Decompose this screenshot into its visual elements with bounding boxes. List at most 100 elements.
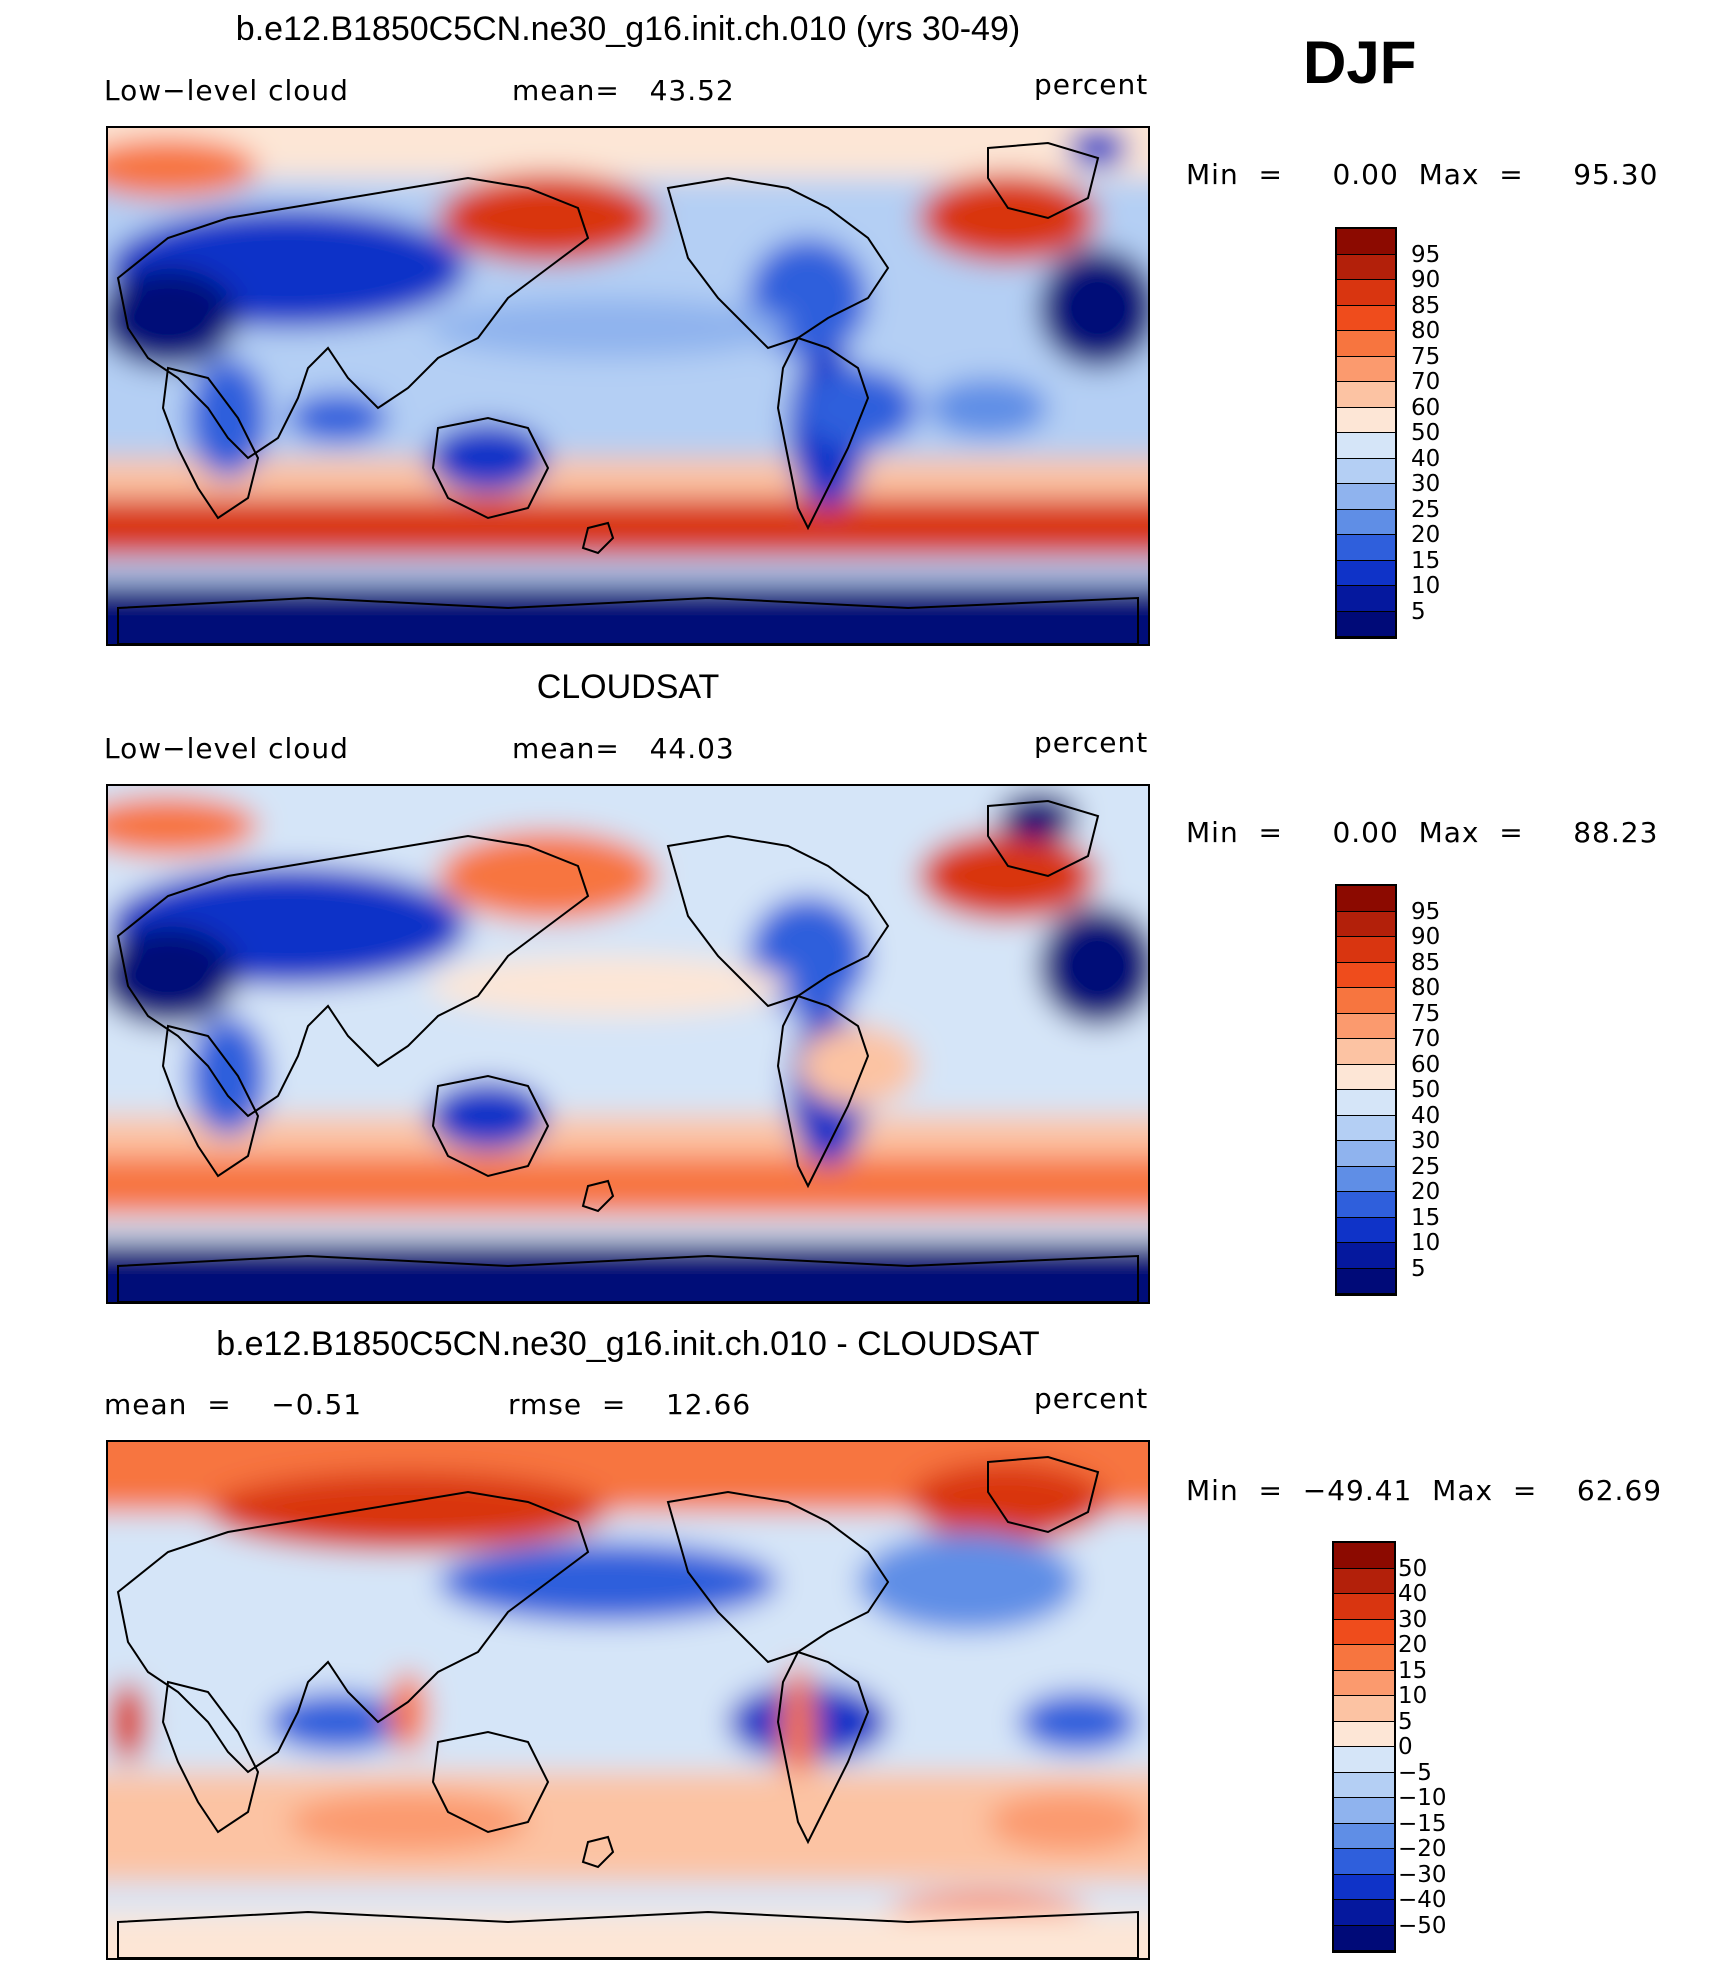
colorbar-tick-label: 80 bbox=[1411, 318, 1441, 344]
panel-1-minmax: Min = 0.00 Max = 95.30 bbox=[1186, 158, 1659, 191]
panel-2-map bbox=[106, 784, 1150, 1304]
colorbar-swatch bbox=[1334, 1721, 1394, 1747]
colorbar-swatch bbox=[1337, 1064, 1395, 1090]
panel-1-map bbox=[106, 126, 1150, 646]
colorbar-swatch bbox=[1337, 988, 1395, 1014]
colorbar-swatch bbox=[1337, 280, 1395, 306]
panel-2-title: CLOUDSAT bbox=[536, 668, 720, 706]
colorbar-tick-label: 30 bbox=[1411, 1128, 1441, 1154]
colorbar-swatch bbox=[1334, 1900, 1394, 1926]
colorbar-swatch bbox=[1337, 1115, 1395, 1141]
panel-3-title: b.e12.B1850C5CN.ne30_g16.init.ch.010 - C… bbox=[216, 1325, 1040, 1363]
colorbar-swatch bbox=[1337, 1243, 1395, 1269]
colorbar-swatch bbox=[1334, 1594, 1394, 1620]
colorbar-tick-label: 50 bbox=[1411, 1077, 1441, 1103]
colorbar-swatch bbox=[1337, 229, 1395, 255]
colorbar-tick-label: 50 bbox=[1398, 1555, 1428, 1582]
panel-1-variable-label: Low−level cloud bbox=[104, 74, 349, 107]
colorbar-tick-label: 80 bbox=[1411, 975, 1441, 1001]
colorbar-swatch bbox=[1337, 1268, 1395, 1294]
colorbar-swatch bbox=[1337, 886, 1395, 912]
colorbar-swatch bbox=[1337, 509, 1395, 535]
colorbar-swatch bbox=[1334, 1849, 1394, 1875]
season-label: DJF bbox=[1303, 29, 1417, 96]
colorbar-swatch bbox=[1334, 1747, 1394, 1773]
colorbar-swatch bbox=[1334, 1823, 1394, 1849]
colorbar-tick-label: −5 bbox=[1398, 1759, 1432, 1786]
panel-2-minmax: Min = 0.00 Max = 88.23 bbox=[1186, 816, 1659, 849]
colorbar-tick-label: −40 bbox=[1398, 1887, 1447, 1913]
colorbar-tick-label: 20 bbox=[1411, 522, 1441, 548]
colorbar-swatch bbox=[1334, 1568, 1394, 1594]
colorbar-tick-label: −20 bbox=[1398, 1836, 1447, 1862]
colorbar-tick-label: 90 bbox=[1411, 267, 1441, 293]
colorbar-tick-label: 15 bbox=[1411, 1204, 1441, 1231]
colorbar-swatch bbox=[1337, 433, 1395, 459]
colorbar-swatch bbox=[1337, 254, 1395, 280]
colorbar-swatch bbox=[1334, 1543, 1394, 1569]
colorbar-swatch bbox=[1337, 937, 1395, 963]
panel-3-map bbox=[106, 1440, 1150, 1960]
panel-2-variable-label: Low−level cloud bbox=[104, 732, 349, 765]
panel-2-colorbar bbox=[1335, 884, 1397, 1296]
colorbar-swatch bbox=[1337, 611, 1395, 637]
colorbar-tick-label: 15 bbox=[1398, 1657, 1428, 1684]
colorbar-swatch bbox=[1334, 1772, 1394, 1798]
panel-3-minmax: Min = −49.41 Max = 62.69 bbox=[1186, 1474, 1663, 1507]
colorbar-swatch bbox=[1337, 1141, 1395, 1167]
colorbar-tick-label: 5 bbox=[1411, 1255, 1426, 1282]
colorbar-swatch bbox=[1337, 911, 1395, 937]
colorbar-swatch bbox=[1337, 1039, 1395, 1065]
colorbar-tick-label: −10 bbox=[1398, 1785, 1447, 1811]
colorbar-swatch bbox=[1337, 356, 1395, 382]
panel-3-mean-label: mean = −0.51 bbox=[104, 1388, 363, 1421]
colorbar-tick-label: 5 bbox=[1411, 598, 1426, 625]
colorbar-swatch bbox=[1334, 1645, 1394, 1671]
colorbar-tick-label: 70 bbox=[1411, 1026, 1441, 1052]
colorbar-tick-label: 75 bbox=[1411, 1000, 1441, 1027]
panel-3-colorbar bbox=[1332, 1541, 1396, 1953]
colorbar-tick-label: −30 bbox=[1398, 1861, 1447, 1888]
colorbar-tick-label: 20 bbox=[1411, 1179, 1441, 1205]
colorbar-tick-label: 40 bbox=[1411, 445, 1441, 472]
colorbar-swatch bbox=[1337, 1166, 1395, 1192]
colorbar-tick-label: 75 bbox=[1411, 343, 1441, 370]
colorbar-swatch bbox=[1337, 1217, 1395, 1243]
panel-1-colorbar bbox=[1335, 227, 1397, 639]
colorbar-tick-label: 60 bbox=[1411, 1051, 1441, 1078]
colorbar-swatch bbox=[1337, 407, 1395, 433]
colorbar-swatch bbox=[1337, 535, 1395, 561]
colorbar-tick-label: 90 bbox=[1411, 924, 1441, 950]
colorbar-swatch bbox=[1337, 458, 1395, 484]
colorbar-swatch bbox=[1334, 1874, 1394, 1900]
colorbar-tick-label: −50 bbox=[1398, 1912, 1447, 1939]
colorbar-tick-label: 25 bbox=[1411, 1153, 1441, 1180]
colorbar-swatch bbox=[1337, 1192, 1395, 1218]
colorbar-swatch bbox=[1334, 1619, 1394, 1645]
colorbar-swatch bbox=[1337, 305, 1395, 331]
colorbar-tick-label: 10 bbox=[1398, 1683, 1428, 1709]
colorbar-tick-label: 70 bbox=[1411, 369, 1441, 395]
colorbar-tick-label: 60 bbox=[1411, 394, 1441, 421]
colorbar-tick-label: 85 bbox=[1411, 292, 1441, 319]
colorbar-swatch bbox=[1337, 331, 1395, 357]
colorbar-swatch bbox=[1334, 1670, 1394, 1696]
colorbar-tick-label: 5 bbox=[1398, 1708, 1413, 1735]
panel-2-mean-label: mean= 44.03 bbox=[512, 732, 735, 765]
colorbar-tick-label: 50 bbox=[1411, 420, 1441, 446]
colorbar-tick-label: 85 bbox=[1411, 949, 1441, 976]
colorbar-tick-label: 25 bbox=[1411, 496, 1441, 523]
colorbar-tick-label: 15 bbox=[1411, 547, 1441, 574]
colorbar-tick-label: 0 bbox=[1398, 1734, 1413, 1760]
colorbar-tick-label: 95 bbox=[1411, 898, 1441, 925]
colorbar-tick-label: 30 bbox=[1411, 471, 1441, 497]
panel-1-units-label: percent bbox=[1034, 68, 1149, 101]
panel-3-rmse-label: rmse = 12.66 bbox=[508, 1388, 752, 1421]
colorbar-tick-label: 40 bbox=[1398, 1581, 1428, 1607]
panel-1-mean-label: mean= 43.52 bbox=[512, 74, 735, 107]
panel-2-units-label: percent bbox=[1034, 726, 1149, 759]
colorbar-tick-label: 40 bbox=[1411, 1102, 1441, 1129]
colorbar-swatch bbox=[1337, 484, 1395, 510]
colorbar-swatch bbox=[1337, 560, 1395, 586]
colorbar-swatch bbox=[1334, 1925, 1394, 1951]
